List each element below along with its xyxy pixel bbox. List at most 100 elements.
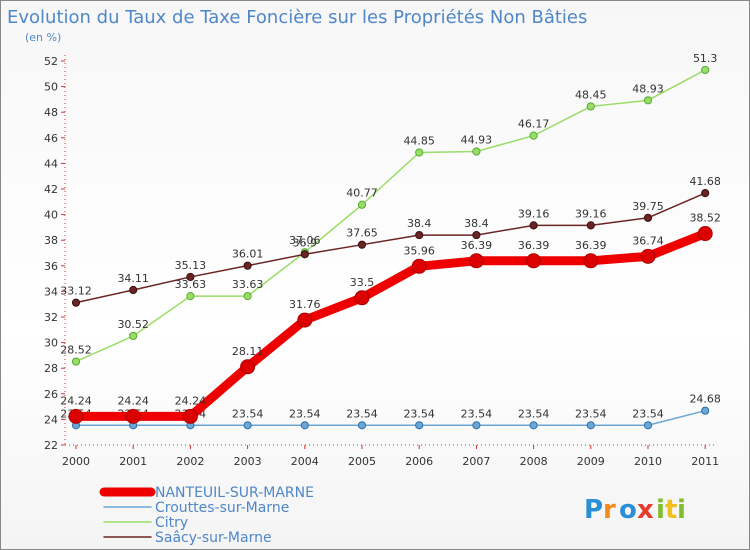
x-tick-label: 2005 xyxy=(348,455,376,468)
data-label: 33.5 xyxy=(350,276,375,289)
data-label: 23.54 xyxy=(518,407,550,420)
data-point xyxy=(357,421,367,430)
x-tick-label: 2000 xyxy=(62,455,90,468)
data-point xyxy=(71,357,81,366)
data-point xyxy=(472,230,481,240)
data-label: 44.85 xyxy=(403,135,435,148)
data-label: 33.63 xyxy=(232,278,264,291)
data-point xyxy=(529,421,538,430)
data-label: 30.52 xyxy=(117,318,149,331)
data-point xyxy=(586,421,595,430)
y-tick-label: 48 xyxy=(44,106,58,119)
series-nanteuil-sur-marne: 24.24 24.24 24.24 28.11 31.76 33.5 35.96 36.39 3… xyxy=(60,212,721,424)
data-point xyxy=(297,312,313,328)
data-point xyxy=(186,292,195,301)
data-point xyxy=(586,102,595,111)
y-tick-label: 40 xyxy=(44,209,58,222)
data-point xyxy=(586,221,595,230)
chart-subtitle: (en %) xyxy=(25,31,61,44)
data-label: 28.11 xyxy=(232,345,264,358)
data-point xyxy=(526,253,542,269)
data-point xyxy=(697,226,713,242)
data-point xyxy=(182,408,198,424)
data-label: 39.16 xyxy=(575,207,607,220)
logo-letter: i xyxy=(656,495,665,525)
y-tick-label: 34 xyxy=(44,285,58,298)
data-label: 35.13 xyxy=(175,259,207,272)
data-point xyxy=(583,253,599,269)
data-point xyxy=(468,253,484,269)
data-label: 36.39 xyxy=(575,239,607,252)
legend-label: Crouttes-sur-Marne xyxy=(155,500,289,516)
data-label: 36.39 xyxy=(461,239,493,252)
data-point xyxy=(129,285,138,295)
y-tick-label: 52 xyxy=(44,55,58,68)
y-tick-label: 50 xyxy=(44,81,58,94)
data-point xyxy=(640,248,656,264)
logo-letter: P xyxy=(584,495,603,525)
data-label: 48.45 xyxy=(575,88,607,101)
series-line xyxy=(75,409,706,427)
data-label: 23.54 xyxy=(632,407,664,420)
data-point xyxy=(701,406,710,415)
data-label: 48.93 xyxy=(632,82,664,95)
series-crouttes-sur-marne: 23.54 23.54 23.54 23.54 23.54 23.54 23.54 23.54… xyxy=(60,393,721,430)
data-label: 37.06 xyxy=(289,234,321,247)
data-point xyxy=(68,408,84,424)
data-label: 36.01 xyxy=(232,248,264,261)
data-label: 39.75 xyxy=(632,200,664,213)
x-tick-label: 2010 xyxy=(634,455,662,468)
data-label: 40.77 xyxy=(346,187,378,200)
x-tick-label: 2006 xyxy=(405,455,433,468)
data-point xyxy=(472,421,481,430)
data-label: 41.68 xyxy=(689,175,721,188)
data-point xyxy=(354,290,370,306)
series-line xyxy=(75,192,706,304)
data-point xyxy=(300,250,309,259)
data-label: 36.74 xyxy=(632,234,664,247)
logo-letter: i xyxy=(677,495,686,525)
y-tick-label: 46 xyxy=(44,132,58,145)
data-label: 23.54 xyxy=(403,407,435,420)
data-point xyxy=(125,408,141,424)
data-point xyxy=(643,421,653,430)
data-label: 39.16 xyxy=(518,207,550,220)
data-label: 33.12 xyxy=(60,285,92,298)
data-label: 24.24 xyxy=(60,394,92,407)
legend-label: NANTEUIL-SUR-MARNE xyxy=(155,485,314,501)
axes: 22 24 26 28 30 32 34 36 38 40 42 44 46 48 50 52 2000 2001… xyxy=(44,55,719,468)
data-label: 38.52 xyxy=(689,212,721,225)
y-tick-label: 26 xyxy=(44,388,58,401)
x-tick-label: 2007 xyxy=(462,455,490,468)
data-point xyxy=(357,200,367,209)
x-tick-label: 2009 xyxy=(577,455,605,468)
x-tick-label: 2008 xyxy=(520,455,548,468)
legend-item: Saâcy-sur-Marne xyxy=(103,530,272,546)
legend-item: NANTEUIL-SUR-MARNE xyxy=(99,485,314,501)
data-label: 33.63 xyxy=(175,278,207,291)
legend-label: Citry xyxy=(155,515,188,531)
data-point xyxy=(71,298,81,307)
y-tick-label: 30 xyxy=(44,337,58,350)
x-tick-label: 2002 xyxy=(176,455,204,468)
y-tick-label: 38 xyxy=(44,234,58,247)
data-point xyxy=(701,65,710,75)
data-label: 35.96 xyxy=(403,244,435,257)
series-line xyxy=(71,229,710,421)
data-label: 38.4 xyxy=(464,217,489,230)
data-point xyxy=(243,421,252,430)
data-point xyxy=(186,272,195,282)
y-tick-label: 42 xyxy=(44,183,58,196)
series-layer: 28.52 30.52 33.63 33.63 37.06 40.77 44.85 44.93… xyxy=(60,52,721,430)
data-point xyxy=(529,221,538,230)
data-point xyxy=(415,148,424,157)
data-label: 23.54 xyxy=(232,407,264,420)
data-point xyxy=(472,147,481,156)
legend-label: Saâcy-sur-Marne xyxy=(155,530,272,546)
data-point xyxy=(415,230,424,240)
data-point xyxy=(643,96,653,105)
x-tick-label: 2001 xyxy=(119,455,147,468)
